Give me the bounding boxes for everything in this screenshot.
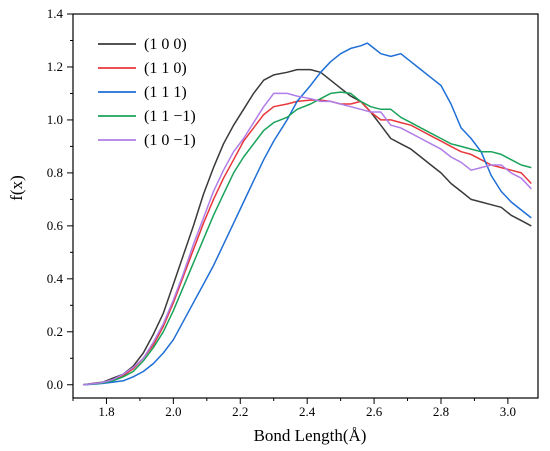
legend-label: (1 1 0): [144, 60, 187, 77]
legend-label: (1 1 −1): [144, 108, 196, 125]
plot-border: [72, 13, 539, 399]
legend-label: (1 0 −1): [144, 132, 196, 149]
x-tick-label: 3.0: [500, 404, 516, 419]
legend-label: (1 0 0): [144, 36, 187, 53]
y-tick-label: 0.0: [47, 377, 63, 392]
series-line-0: [82, 68, 532, 386]
x-tick-label: 2.8: [433, 404, 449, 419]
y-tick-label: 0.2: [47, 324, 63, 339]
x-tick-label: 2.0: [165, 404, 181, 419]
series-line-4: [82, 92, 532, 386]
x-axis-label: Bond Length(Å): [254, 426, 367, 445]
y-tick-label: 1.4: [47, 6, 64, 21]
x-tick-label: 2.4: [299, 404, 316, 419]
y-tick-label: 0.6: [47, 218, 64, 233]
series-line-1: [82, 99, 532, 386]
series-line-2: [82, 42, 532, 386]
x-tick-label: 1.8: [98, 404, 114, 419]
legend: (1 0 0) (1 1 0) (1 1 1) (1 1 −1) (1 0 −1): [98, 36, 196, 149]
y-tick-label: 1.0: [47, 112, 63, 127]
y-axis: 0.0 0.2 0.4 0.6 0.8 1.0 1.2 1.4: [47, 6, 73, 392]
y-tick-label: 1.2: [47, 59, 63, 74]
x-axis: 1.8 2.0 2.2 2.4 2.6 2.8 3.0: [72, 398, 516, 419]
series-line-3: [82, 91, 532, 386]
legend-label: (1 1 1): [144, 84, 187, 101]
y-tick-label: 0.4: [47, 271, 64, 286]
x-tick-label: 2.2: [232, 404, 248, 419]
x-tick-label: 2.6: [366, 404, 383, 419]
y-tick-label: 0.8: [47, 165, 63, 180]
plot-frame: [72, 13, 539, 399]
series-layer: [82, 42, 532, 386]
y-axis-label: f(x): [7, 175, 26, 200]
